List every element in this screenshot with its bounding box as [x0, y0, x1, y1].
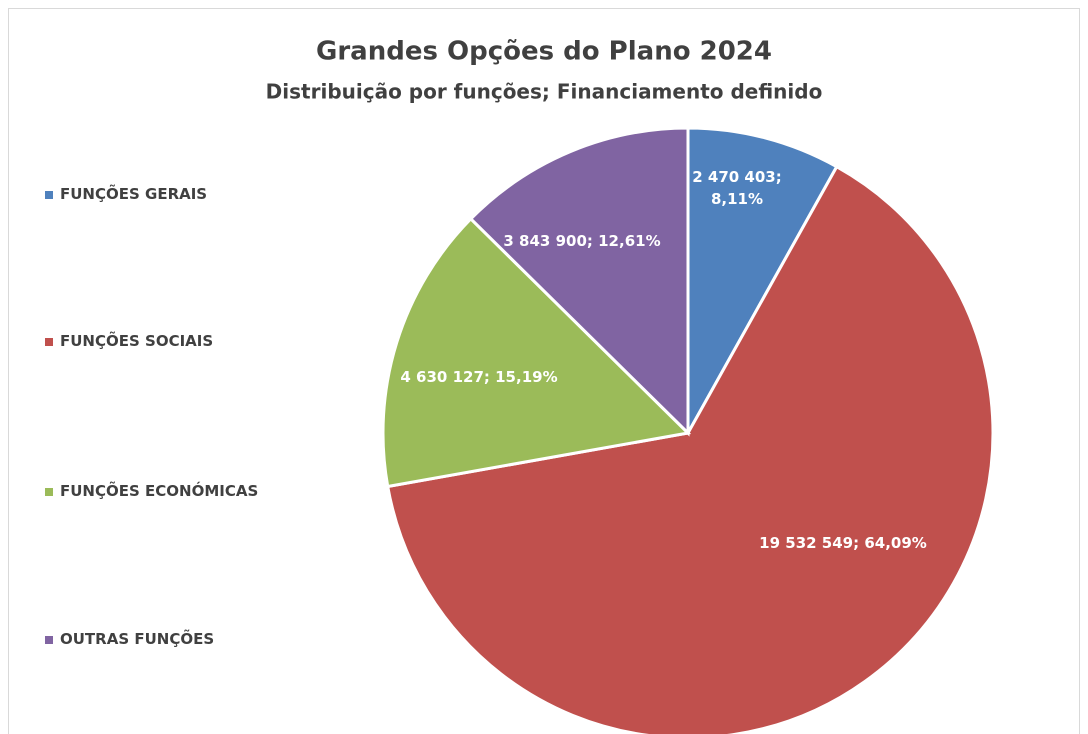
- chart-subtitle: Distribuição por funções; Financiamento …: [266, 80, 823, 104]
- legend-label: FUNÇÕES SOCIAIS: [60, 332, 214, 350]
- data-label: 3 843 900; 12,61%: [503, 232, 661, 250]
- legend-label: FUNÇÕES ECONÓMICAS: [60, 482, 259, 500]
- pie-slice: [468, 126, 690, 437]
- data-label: 19 532 549; 64,09%: [759, 534, 927, 552]
- legend-swatch: [45, 636, 53, 644]
- chart-title: Grandes Opções do Plano 2024: [316, 37, 772, 67]
- pie-slice: [385, 164, 995, 734]
- data-label: 4 630 127; 15,19%: [400, 368, 558, 386]
- legend-label: OUTRAS FUNÇÕES: [60, 630, 215, 648]
- data-label: 2 470 403; 8,11%: [692, 168, 782, 208]
- legend-swatch: [45, 191, 53, 199]
- legend-swatch: [45, 338, 53, 346]
- legend-label: FUNÇÕES GERAIS: [60, 185, 208, 203]
- pie-slice: [686, 126, 839, 439]
- legend-swatch: [45, 488, 53, 496]
- pie-slice: [381, 216, 692, 489]
